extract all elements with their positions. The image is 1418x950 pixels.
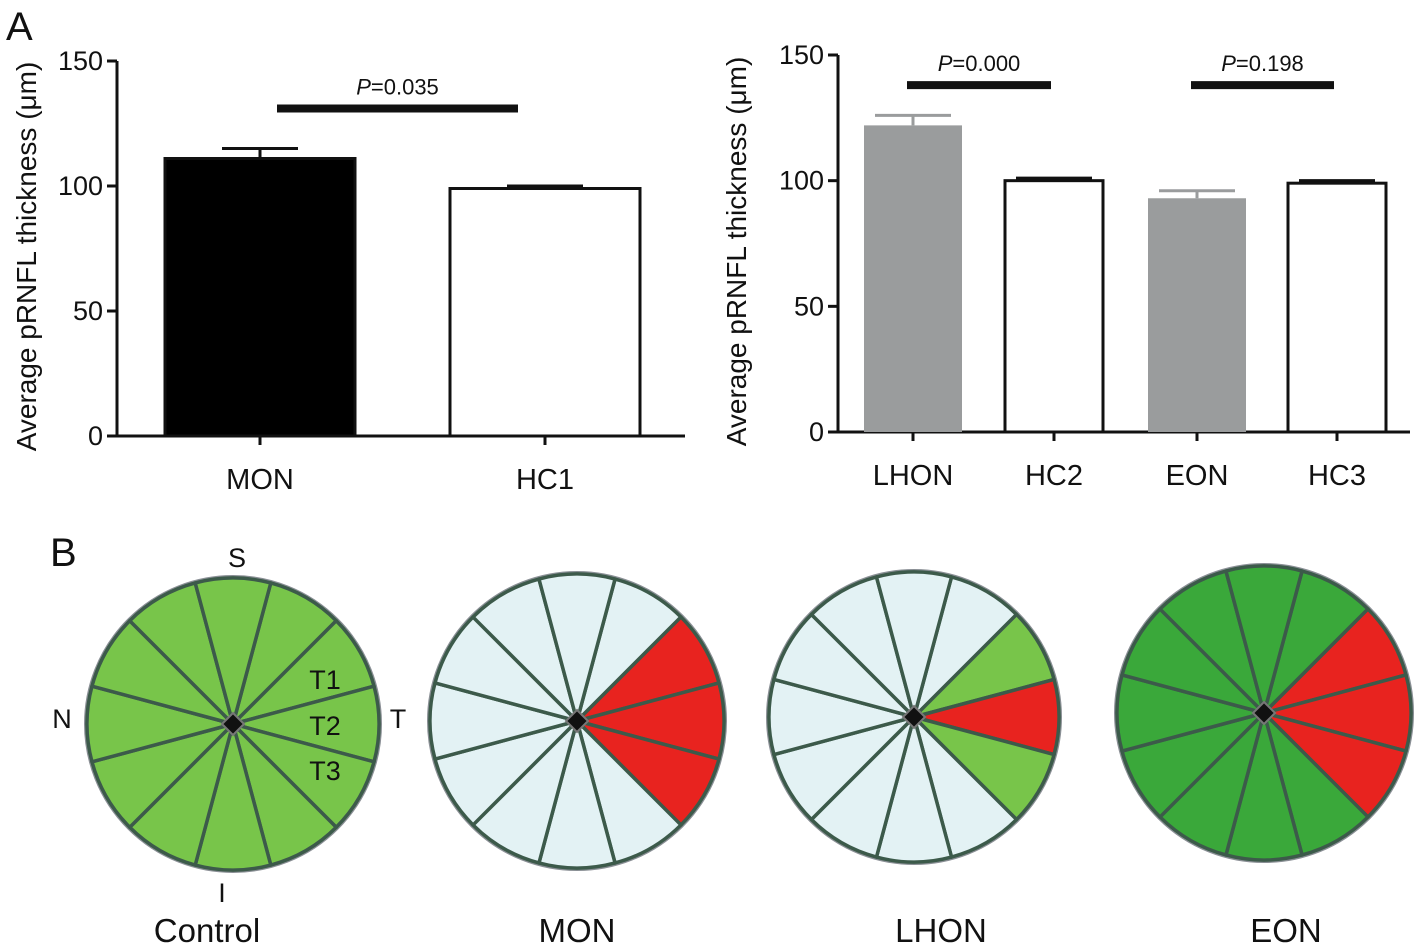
- bar: [448, 187, 642, 438]
- y-tick-label: 0: [88, 421, 103, 451]
- sector-label-t1: T1: [309, 665, 341, 695]
- panel-label-b: B: [50, 531, 77, 575]
- p-value-label: P=0.035: [356, 75, 439, 100]
- y-tick-label: 100: [58, 171, 103, 201]
- caption-control: Control: [154, 912, 260, 949]
- y-tick-label: 50: [794, 291, 824, 321]
- optic-disc-marker: [564, 708, 590, 734]
- category-label: HC1: [516, 464, 574, 496]
- bar: [163, 157, 357, 438]
- caption-mon: MON: [539, 912, 616, 949]
- inferior-label: I: [218, 878, 226, 908]
- p-value-label: P=0.000: [938, 51, 1021, 76]
- category-label: HC3: [1308, 460, 1366, 492]
- caption-lhon: LHON: [895, 912, 987, 949]
- temporal-label: T: [390, 704, 407, 734]
- rnfl-sector-diagrams: [84, 563, 1414, 873]
- sector: [1224, 564, 1304, 715]
- y-tick-label: 0: [809, 417, 824, 447]
- sector-diagram: [766, 569, 1062, 865]
- sector: [537, 572, 617, 723]
- y-axis-label: Average pRNFL thickness (μm): [11, 62, 42, 452]
- caption-eon: EON: [1250, 912, 1322, 949]
- bar: [1003, 179, 1105, 434]
- nasal-label: N: [52, 704, 72, 734]
- p-value-label: P=0.198: [1221, 51, 1304, 76]
- superior-label: S: [228, 543, 246, 573]
- sector-label-t3: T3: [309, 756, 341, 786]
- category-label: EON: [1166, 460, 1229, 492]
- bar: [864, 125, 962, 432]
- sector-label-t2: T2: [309, 711, 341, 741]
- sector-diagram: [84, 575, 382, 873]
- y-tick-label: 100: [779, 166, 824, 196]
- y-tick-label: 150: [58, 46, 103, 76]
- bar: [1148, 198, 1246, 432]
- panel-label-a: A: [6, 5, 33, 49]
- sector-diagram: [1114, 563, 1414, 863]
- y-axis-label: Average pRNFL thickness (μm): [721, 57, 752, 447]
- sector: [874, 570, 954, 719]
- chart-lhon-hc2-eon-hc3: 0 50 100 150 Average pRNFL thickness (μm) LHO…: [721, 40, 1410, 492]
- category-label: MON: [226, 464, 294, 496]
- y-tick-label: 150: [779, 40, 824, 70]
- chart-mon-hc1: 0 50 100 150 Average pRNFL thickness (μm) MON…: [11, 46, 685, 496]
- sector: [193, 576, 273, 726]
- category-label: HC2: [1025, 460, 1083, 492]
- sector-diagram: [427, 571, 727, 871]
- optic-disc-marker: [220, 711, 246, 737]
- optic-disc-marker: [901, 704, 927, 730]
- y-tick-label: 50: [73, 296, 103, 326]
- category-label: LHON: [873, 460, 954, 492]
- bar: [1286, 181, 1388, 434]
- optic-disc-marker: [1251, 700, 1277, 726]
